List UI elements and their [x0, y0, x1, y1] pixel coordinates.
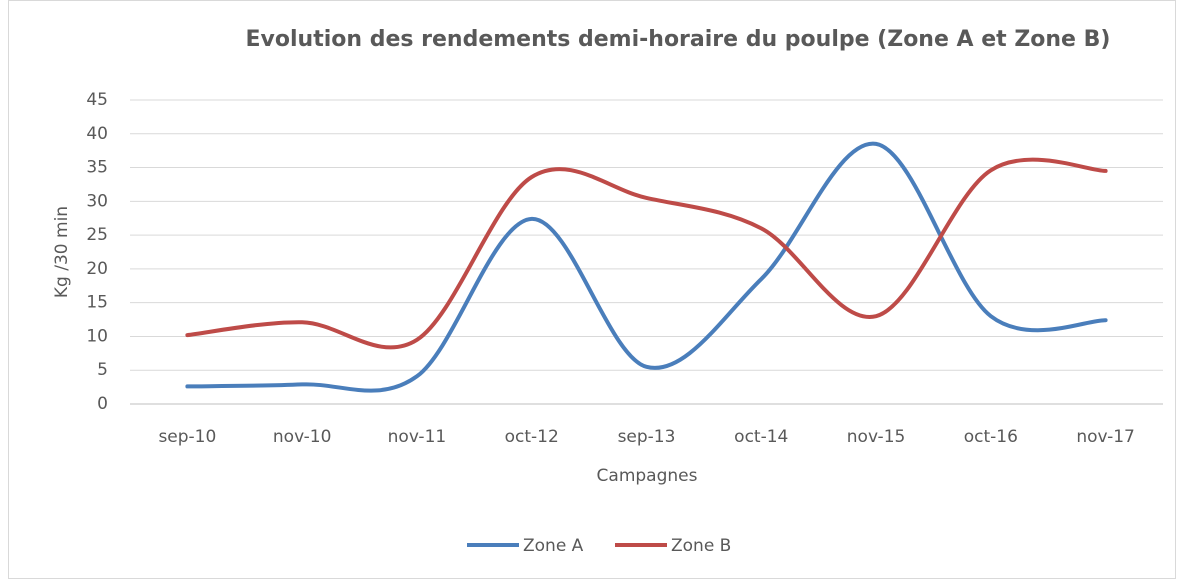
- x-tick-label: sep-13: [618, 427, 676, 447]
- x-tick-label: nov-17: [1076, 427, 1135, 447]
- series-line: [185, 141, 1108, 393]
- x-tick-label: nov-15: [847, 427, 906, 447]
- y-tick-label: 25: [86, 225, 108, 245]
- chart-border: [8, 0, 1176, 579]
- chart-title: Evolution des rendements demi-horaire du…: [246, 27, 1111, 52]
- y-tick-label: 30: [86, 191, 108, 211]
- y-tick-label: 0: [97, 394, 108, 414]
- y-tick-label: 10: [86, 326, 108, 346]
- y-tick-label: 45: [86, 90, 108, 110]
- y-tick-label: 15: [86, 293, 108, 313]
- x-axis-label: Campagnes: [597, 466, 698, 486]
- x-tick-label: sep-10: [158, 427, 216, 447]
- y-tick-label: 35: [86, 158, 108, 178]
- x-tick-label: oct-12: [505, 427, 559, 447]
- y-tick-label: 40: [86, 124, 108, 144]
- legend-label: Zone A: [523, 536, 584, 556]
- legend-label: Zone B: [671, 536, 731, 556]
- series-line: [185, 157, 1108, 350]
- x-tick-label: nov-10: [273, 427, 332, 447]
- x-tick-label: oct-14: [734, 427, 788, 447]
- y-tick-label: 5: [97, 360, 108, 380]
- x-tick-label: nov-11: [388, 427, 447, 447]
- y-axis-label: Kg /30 min: [52, 206, 72, 298]
- y-tick-label: 20: [86, 259, 108, 279]
- x-tick-label: oct-16: [964, 427, 1018, 447]
